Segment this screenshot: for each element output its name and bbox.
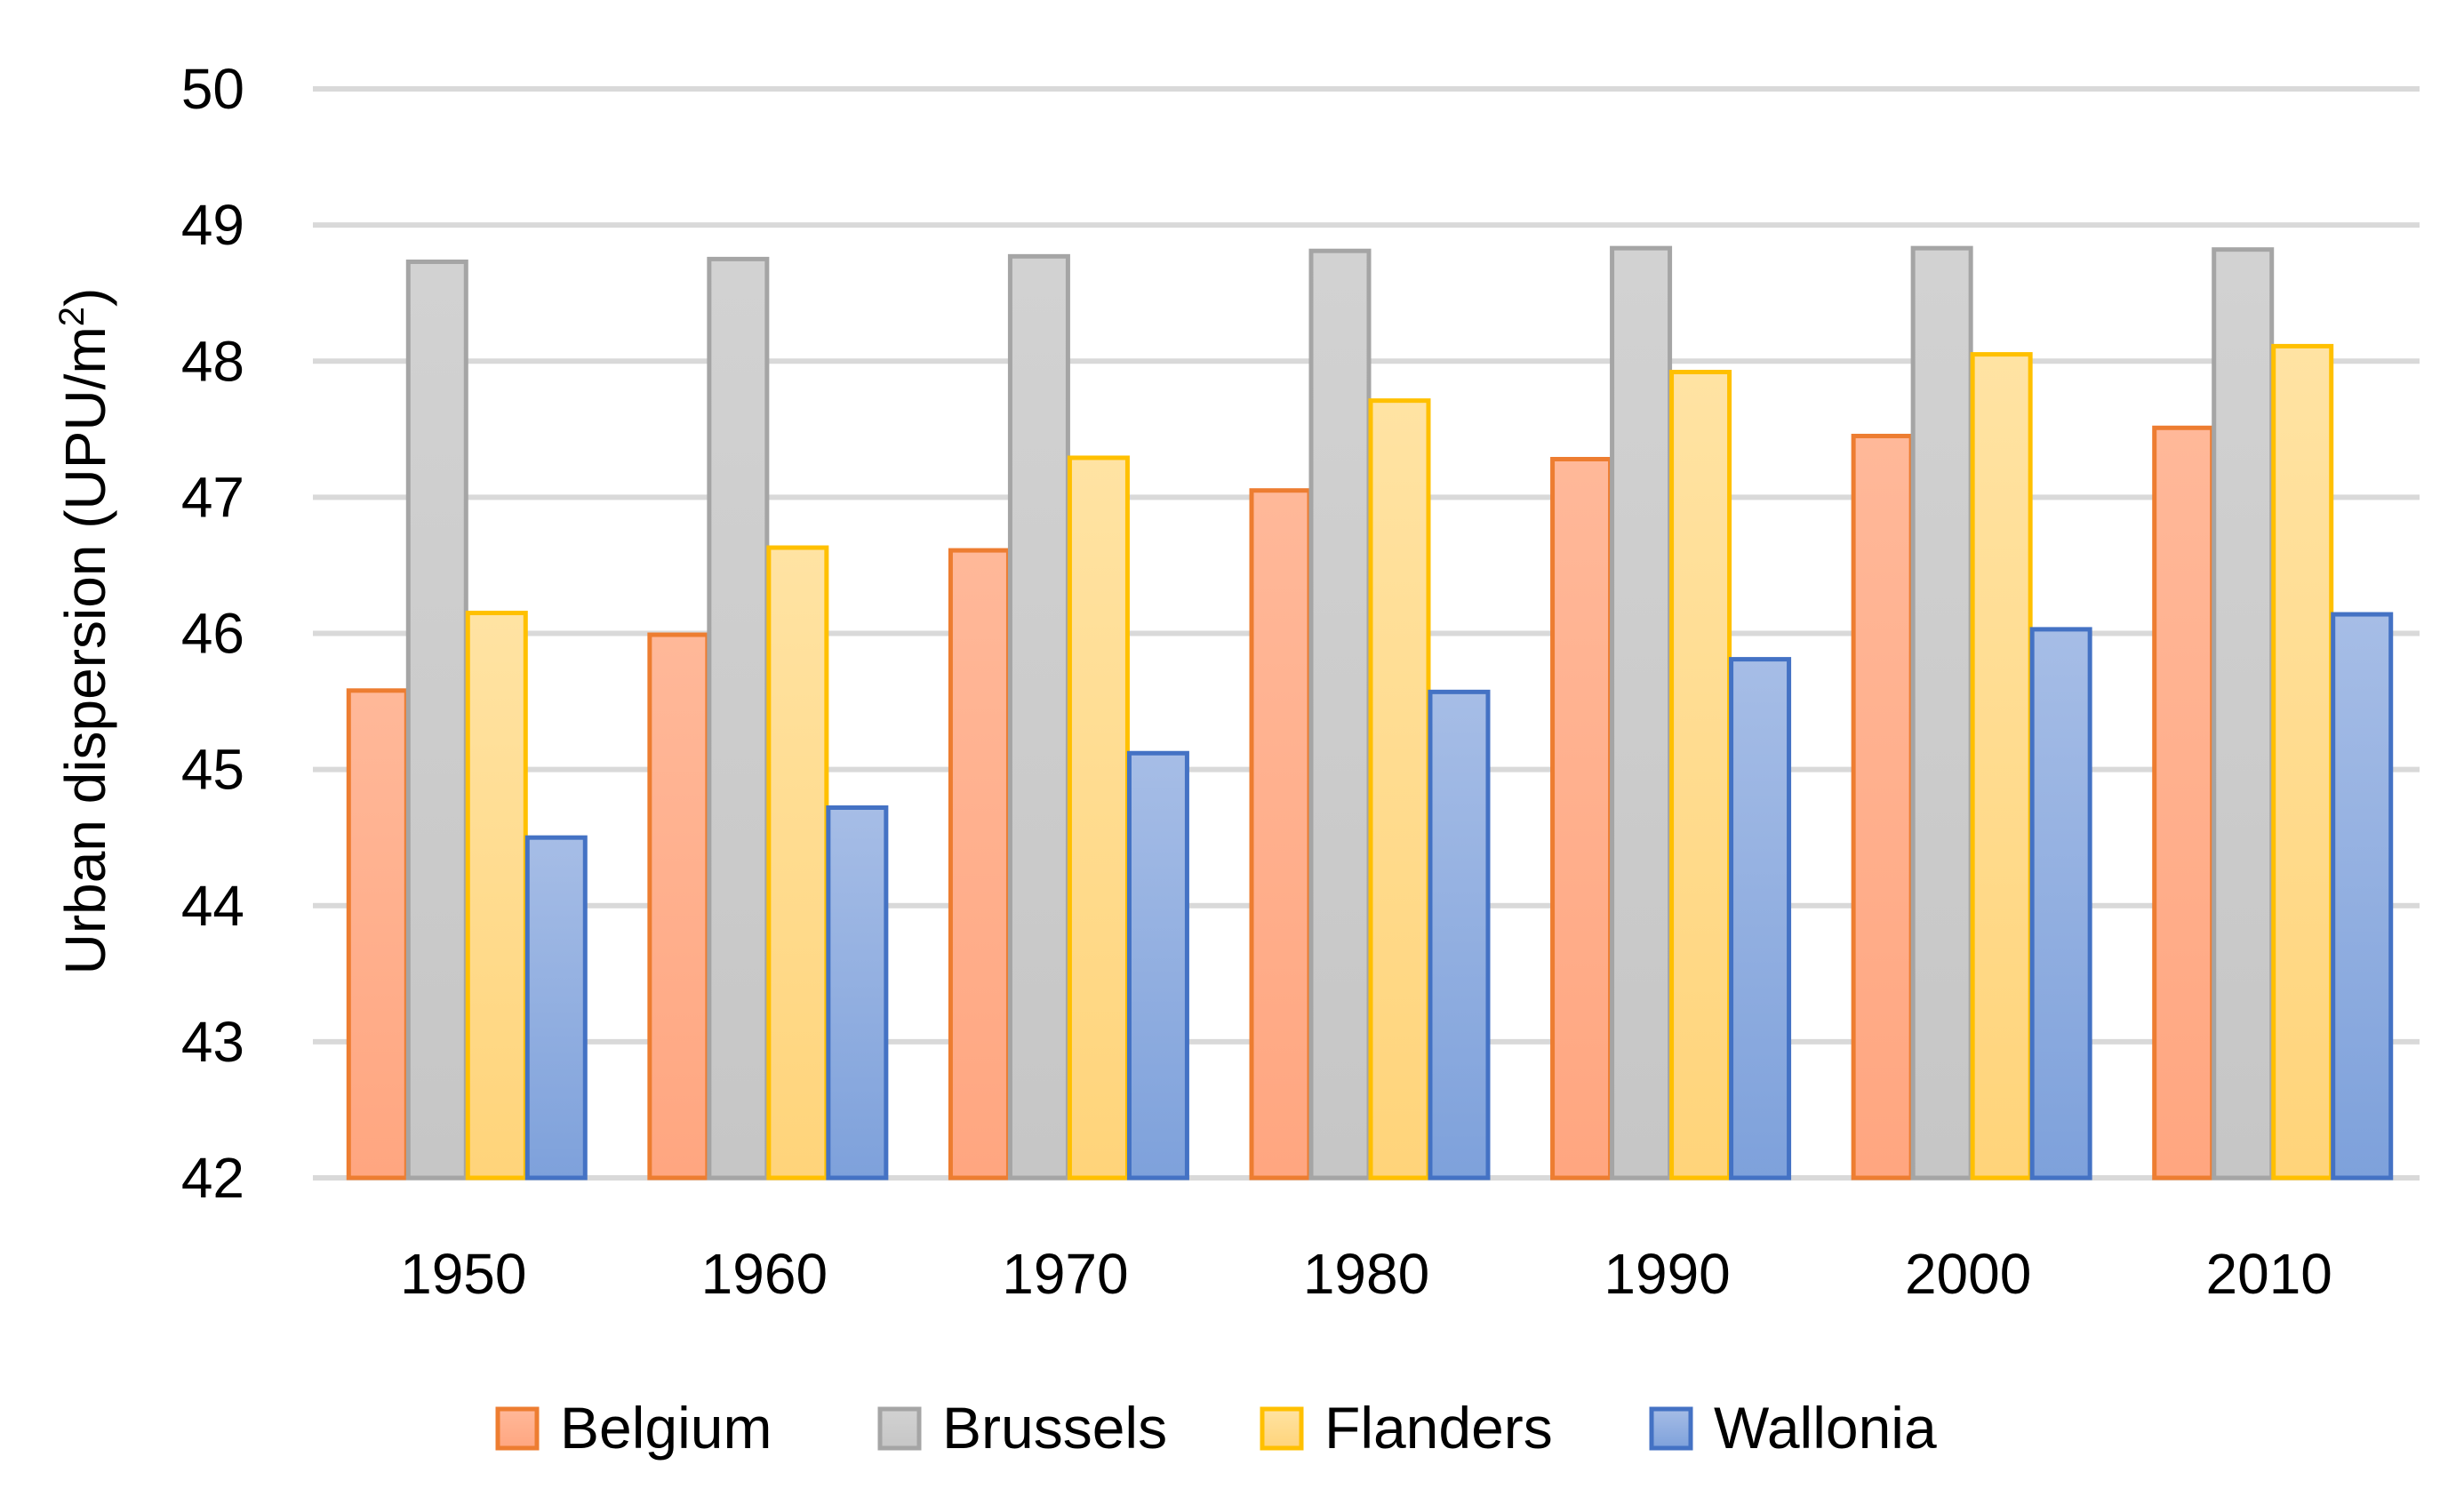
bar-wallonia-1950	[524, 835, 588, 1181]
bar-wallonia-2010	[2331, 612, 2394, 1181]
y-tick-label: 43	[181, 1010, 244, 1074]
bar-flanders-1960	[766, 545, 829, 1181]
y-tick-label: 50	[181, 57, 244, 121]
bar-wallonia-1970	[1126, 750, 1189, 1181]
bar-flanders-1990	[1669, 370, 1732, 1181]
legend-label-belgium: Belgium	[560, 1395, 772, 1461]
bar-belgium-1960	[647, 632, 710, 1181]
y-tick-label: 46	[181, 602, 244, 666]
y-tick-label: 45	[181, 738, 244, 802]
bar-brussels-1960	[707, 256, 770, 1181]
bar-wallonia-2000	[2029, 627, 2092, 1181]
y-tick-labels: 42 43 44 45 46 47 48 49 50	[181, 57, 244, 1210]
y-tick-label: 44	[181, 874, 244, 938]
x-tick-label: 2000	[1905, 1242, 2031, 1306]
x-tick-label: 1980	[1303, 1242, 1429, 1306]
bar-flanders-1980	[1368, 398, 1431, 1181]
bar-brussels-1970	[1007, 253, 1070, 1181]
legend-label-wallonia: Wallonia	[1714, 1395, 1937, 1461]
y-tick-label: 47	[181, 465, 244, 529]
bar-brussels-1950	[405, 259, 468, 1181]
y-tick-label: 49	[181, 193, 244, 257]
bar-flanders-2010	[2271, 343, 2334, 1181]
bar-wallonia-1990	[1729, 657, 1792, 1181]
bar-belgium-1980	[1249, 488, 1312, 1181]
x-tick-label: 1990	[1604, 1242, 1730, 1306]
y-tick-label: 48	[181, 329, 244, 393]
legend-label-brussels: Brussels	[942, 1395, 1167, 1461]
bar-wallonia-1980	[1428, 689, 1491, 1181]
bar-belgium-1990	[1550, 457, 1613, 1181]
bar-belgium-2000	[1851, 433, 1914, 1181]
x-tick-labels: 1950 1960 1970 1980 1990 2000 2010	[400, 1242, 2332, 1306]
bar-brussels-1980	[1308, 248, 1372, 1181]
bar-belgium-1970	[948, 548, 1011, 1181]
bar-flanders-2000	[1970, 352, 2033, 1181]
bar-brussels-2000	[1910, 245, 1973, 1181]
bar-wallonia-1960	[826, 805, 889, 1181]
legend-swatch-wallonia	[1649, 1406, 1693, 1451]
bar-belgium-2010	[2152, 425, 2215, 1181]
bar-brussels-1990	[1610, 245, 1673, 1181]
legend-swatch-flanders	[1260, 1406, 1304, 1451]
bar-flanders-1970	[1067, 455, 1130, 1181]
x-tick-label: 1970	[1002, 1242, 1128, 1306]
legend-label-flanders: Flanders	[1324, 1395, 1553, 1461]
x-tick-label: 1950	[400, 1242, 526, 1306]
bar-brussels-2010	[2212, 247, 2275, 1181]
x-tick-label: 2010	[2206, 1242, 2332, 1306]
bars	[346, 245, 2394, 1181]
legend-swatch-brussels	[877, 1406, 922, 1451]
legend: Belgium Brussels Flanders Wallonia	[495, 1395, 1937, 1461]
bar-flanders-1950	[465, 611, 528, 1181]
x-tick-label: 1960	[701, 1242, 828, 1306]
bar-belgium-1950	[346, 688, 409, 1181]
y-tick-label: 42	[181, 1146, 244, 1210]
legend-swatch-belgium	[495, 1406, 540, 1451]
y-axis-title: Urban dispersion (UPU/m2)	[52, 288, 117, 975]
